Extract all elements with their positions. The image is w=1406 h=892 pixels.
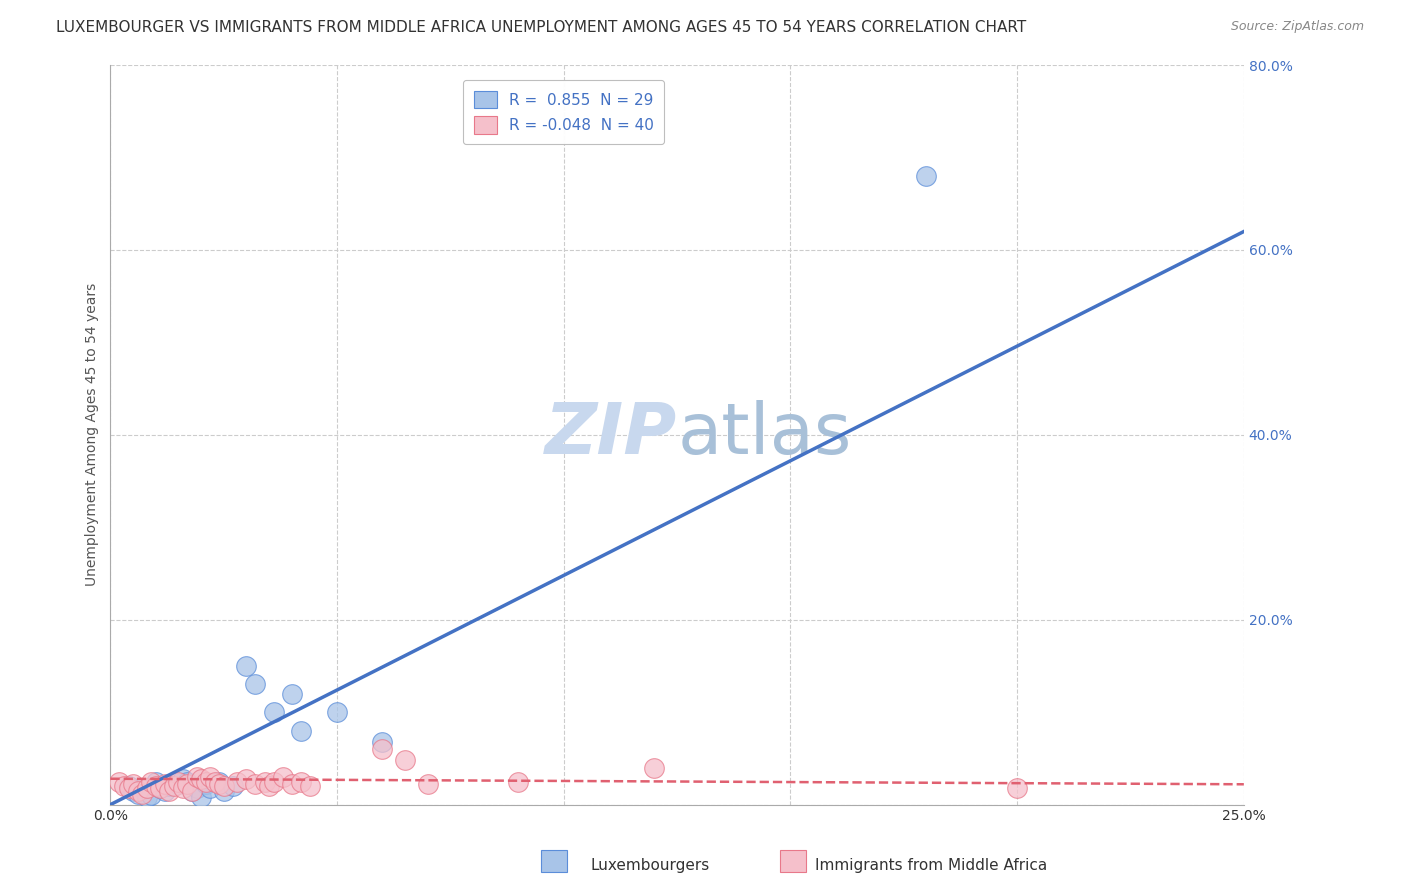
Text: atlas: atlas: [678, 401, 852, 469]
Point: [226, 774, 249, 789]
Point: [416, 777, 439, 791]
Point: [257, 779, 280, 793]
Point: [371, 735, 394, 749]
Point: [194, 774, 217, 789]
Point: [163, 779, 186, 793]
Point: [149, 780, 172, 795]
Point: [281, 777, 304, 791]
Point: [263, 705, 285, 719]
Text: Luxembourgers: Luxembourgers: [591, 858, 710, 872]
Point: [176, 777, 198, 791]
Point: [222, 779, 245, 793]
Point: [135, 780, 157, 795]
Point: [394, 753, 416, 767]
Point: [643, 761, 665, 775]
Point: [290, 723, 312, 738]
Text: Immigrants from Middle Africa: Immigrants from Middle Africa: [815, 858, 1047, 872]
Point: [145, 779, 167, 793]
Point: [208, 774, 231, 789]
Point: [181, 783, 204, 797]
Point: [290, 774, 312, 789]
Point: [198, 780, 221, 795]
Point: [112, 779, 135, 793]
Point: [245, 677, 267, 691]
Point: [326, 705, 349, 719]
Point: [508, 774, 530, 789]
Point: [149, 780, 172, 795]
Point: [194, 777, 217, 791]
Point: [145, 774, 167, 789]
Point: [198, 770, 221, 784]
Point: [117, 780, 139, 795]
Point: [141, 789, 163, 803]
Point: [212, 783, 235, 797]
Point: [271, 770, 294, 784]
Point: [186, 780, 208, 795]
Point: [181, 783, 204, 797]
Text: ZIP: ZIP: [546, 401, 678, 469]
Point: [122, 783, 145, 797]
Point: [135, 790, 157, 805]
Point: [131, 787, 153, 801]
Point: [108, 774, 131, 789]
Point: [235, 772, 257, 786]
Point: [281, 687, 304, 701]
Point: [172, 780, 194, 795]
Point: [157, 779, 180, 793]
Point: [204, 774, 226, 789]
Point: [127, 783, 149, 797]
Point: [190, 790, 212, 805]
Point: [141, 774, 163, 789]
Point: [167, 777, 190, 791]
Point: [167, 774, 190, 789]
Point: [235, 659, 257, 673]
Point: [122, 777, 145, 791]
Point: [186, 770, 208, 784]
Point: [253, 774, 276, 789]
Point: [298, 779, 321, 793]
Point: [371, 742, 394, 756]
Point: [153, 783, 176, 797]
Point: [263, 774, 285, 789]
Point: [208, 777, 231, 791]
Point: [153, 777, 176, 791]
Y-axis label: Unemployment Among Ages 45 to 54 years: Unemployment Among Ages 45 to 54 years: [86, 284, 100, 586]
Point: [915, 169, 938, 183]
Legend: R =  0.855  N = 29, R = -0.048  N = 40: R = 0.855 N = 29, R = -0.048 N = 40: [463, 80, 665, 145]
Text: LUXEMBOURGER VS IMMIGRANTS FROM MIDDLE AFRICA UNEMPLOYMENT AMONG AGES 45 TO 54 Y: LUXEMBOURGER VS IMMIGRANTS FROM MIDDLE A…: [56, 20, 1026, 35]
Point: [172, 772, 194, 786]
Point: [212, 779, 235, 793]
Point: [176, 774, 198, 789]
Point: [1005, 780, 1028, 795]
Point: [190, 772, 212, 786]
Point: [245, 777, 267, 791]
Point: [127, 787, 149, 801]
Point: [131, 780, 153, 795]
Point: [157, 783, 180, 797]
Point: [117, 779, 139, 793]
Text: Source: ZipAtlas.com: Source: ZipAtlas.com: [1230, 20, 1364, 33]
